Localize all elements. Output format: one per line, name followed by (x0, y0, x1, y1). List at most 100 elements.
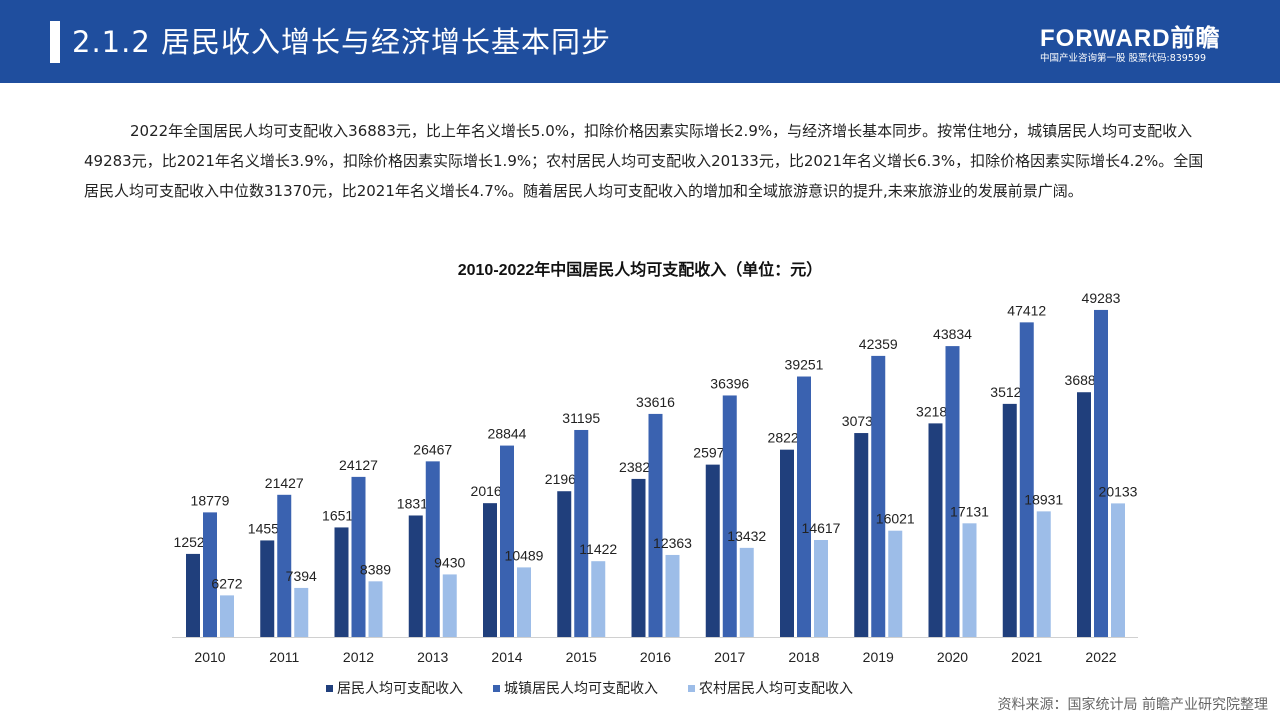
bar (871, 355, 886, 637)
legend-label: 农村居民人均可支配收入 (699, 681, 853, 697)
x-tick-label: 2014 (491, 649, 522, 665)
bar (1019, 322, 1034, 637)
x-tick-label: 2016 (640, 649, 671, 665)
data-label: 35128 (990, 384, 1029, 400)
data-label: 26467 (413, 441, 452, 457)
data-label: 39251 (785, 357, 824, 373)
bar (1077, 392, 1091, 637)
bar (591, 561, 606, 637)
bar (648, 413, 663, 637)
bar (277, 494, 292, 637)
title-accent-bar (50, 21, 60, 63)
data-label: 47412 (1007, 302, 1046, 318)
bar (722, 395, 737, 637)
bar (1036, 511, 1051, 637)
data-label: 20167 (471, 483, 510, 499)
data-label: 23821 (619, 459, 658, 475)
data-label: 18779 (191, 492, 230, 508)
header-band: 2.1.2 居民收入增长与经济增长基本同步 FORWARD前瞻 中国产业咨询第一… (0, 0, 1280, 83)
logo-slogan: 中国产业咨询第一股 股票代码:839599 (1040, 53, 1206, 64)
bar (945, 346, 960, 637)
legend-swatch (688, 684, 695, 692)
data-label: 30733 (842, 413, 881, 429)
data-label: 33616 (636, 394, 675, 410)
bar (797, 376, 811, 637)
bar (665, 554, 680, 637)
data-label: 42359 (859, 336, 898, 352)
data-label: 25974 (693, 445, 732, 461)
data-label: 36396 (710, 375, 749, 391)
x-tick-label: 2019 (863, 649, 894, 665)
forward-logo: FORWARD前瞻 (1040, 25, 1221, 52)
data-label: 9430 (434, 554, 465, 570)
data-label: 28844 (488, 426, 527, 442)
data-label: 14551 (248, 520, 287, 536)
bar (408, 515, 423, 637)
data-label: 8389 (360, 561, 391, 577)
legend-item-national: 居民人均可支配收入 (326, 678, 463, 698)
data-label: 21966 (545, 471, 584, 487)
bar (962, 523, 977, 637)
data-label: 16021 (876, 511, 915, 527)
bar (557, 491, 572, 637)
x-tick-label: 2022 (1085, 649, 1116, 665)
x-tick-label: 2010 (194, 649, 225, 665)
x-tick-label: 2011 (269, 649, 299, 665)
bar (220, 595, 234, 637)
data-label: 6272 (211, 575, 242, 591)
legend-label: 城镇居民人均可支配收入 (504, 681, 658, 697)
bar (186, 553, 200, 637)
bar (888, 530, 903, 637)
x-tick-label: 2012 (343, 649, 374, 665)
x-tick-label: 2020 (937, 649, 968, 665)
legend-item-rural: 农村居民人均可支配收入 (688, 678, 853, 698)
bar (517, 567, 531, 637)
bar (483, 503, 497, 637)
data-label: 49283 (1082, 290, 1121, 306)
data-label: 16510 (322, 507, 361, 523)
data-label: 18931 (1024, 491, 1063, 507)
bar (739, 547, 754, 637)
bar (294, 587, 309, 637)
page-title: 2.1.2 居民收入增长与经济增长基本同步 (72, 25, 612, 59)
bar (442, 574, 457, 637)
data-label: 10489 (505, 547, 544, 563)
data-label: 28228 (768, 430, 807, 446)
data-label: 17131 (950, 503, 989, 519)
data-label: 13432 (727, 528, 766, 544)
data-label: 43834 (933, 326, 972, 342)
data-label: 12520 (174, 534, 213, 550)
x-tick-label: 2018 (788, 649, 819, 665)
bar (574, 429, 589, 637)
data-label: 18311 (397, 495, 435, 511)
bar (351, 476, 366, 637)
bar (1094, 309, 1108, 637)
bar (1002, 403, 1017, 637)
bar (814, 539, 828, 637)
data-label: 11422 (579, 541, 617, 557)
bar (928, 423, 943, 637)
legend-item-urban: 城镇居民人均可支配收入 (493, 678, 658, 698)
legend-swatch (326, 684, 333, 692)
source-note: 资料来源：国家统计局 前瞻产业研究院整理 (997, 697, 1268, 713)
bar (425, 461, 440, 637)
data-label: 32189 (916, 403, 955, 419)
bar (500, 445, 514, 637)
bar (260, 540, 275, 637)
data-label: 31195 (562, 410, 600, 426)
data-label: 20133 (1099, 483, 1138, 499)
data-label: 21427 (265, 475, 304, 491)
data-label: 7394 (286, 568, 317, 584)
legend-label: 居民人均可支配收入 (337, 681, 463, 697)
x-tick-label: 2015 (566, 649, 597, 665)
bar (705, 464, 720, 637)
bar (203, 512, 217, 637)
bar (1111, 503, 1125, 637)
data-label: 24127 (339, 457, 378, 473)
data-label: 36883 (1065, 372, 1104, 388)
data-label: 12363 (653, 535, 692, 551)
bar (854, 433, 869, 637)
x-tick-label: 2021 (1011, 649, 1042, 665)
chart-legend: 居民人均可支配收入 城镇居民人均可支配收入 农村居民人均可支配收入 (326, 678, 853, 698)
